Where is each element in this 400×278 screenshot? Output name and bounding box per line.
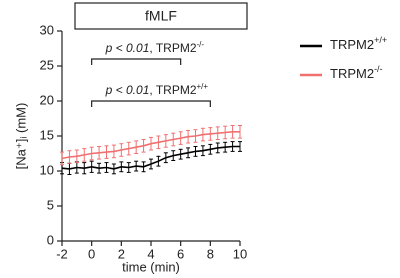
header: fMLF xyxy=(145,8,177,24)
y-tick-label: 15 xyxy=(40,127,54,142)
x-tick-label: 0 xyxy=(88,246,95,261)
y-tick-label: 0 xyxy=(47,232,54,247)
series-line xyxy=(61,131,240,160)
bracket xyxy=(91,100,211,107)
y-tick-label: 5 xyxy=(47,197,54,212)
x-tick-label: -2 xyxy=(56,246,68,261)
x-tick-label: 6 xyxy=(177,246,184,261)
legend-label: TRPM2-/- xyxy=(330,64,383,81)
y-tick-label: 20 xyxy=(40,92,54,107)
x-tick-label: 4 xyxy=(147,246,154,261)
legend-label: TRPM2+/+ xyxy=(330,35,387,52)
header-box xyxy=(74,2,248,30)
x-axis-label: time (min) xyxy=(122,259,180,274)
y-tick-label: 10 xyxy=(40,162,54,177)
annotation: p < 0.01, TRPM2+/+ xyxy=(105,82,209,98)
x-tick-label: 8 xyxy=(207,246,214,261)
series-line xyxy=(61,145,240,170)
x-tick-label: 10 xyxy=(233,246,247,261)
y-tick-label: 25 xyxy=(40,57,54,72)
bracket xyxy=(91,58,182,65)
y-axis-label: [Na⁺]ᵢ (mM) xyxy=(13,103,28,170)
x-tick-label: 2 xyxy=(118,246,125,261)
annotation: p < 0.01, TRPM2-/- xyxy=(105,40,205,56)
y-tick-label: 30 xyxy=(40,22,54,37)
